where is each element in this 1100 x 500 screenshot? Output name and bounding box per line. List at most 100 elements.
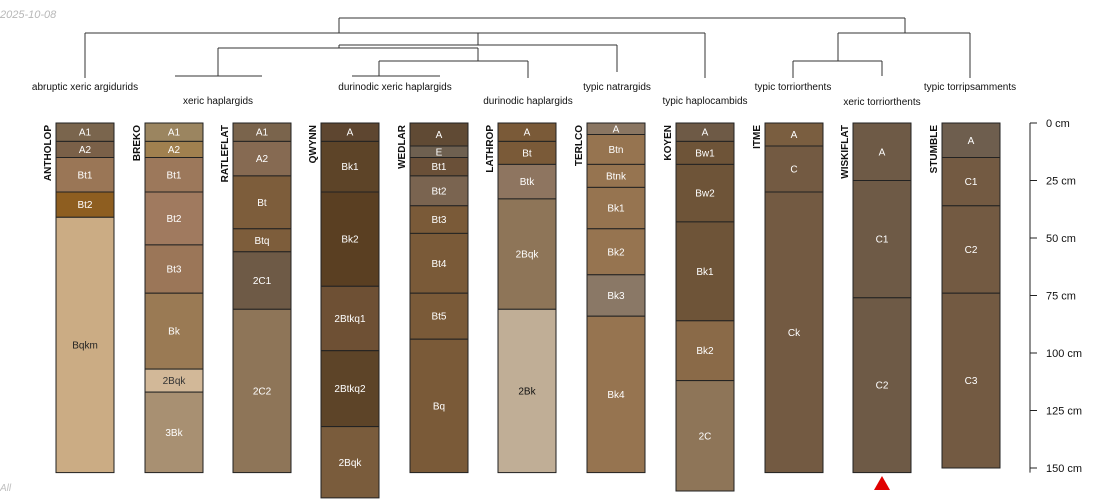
profile-name: STUMBLE [929, 125, 940, 174]
horizon-label: 2C2 [253, 386, 272, 397]
taxon-label: typic torriorthents [755, 82, 832, 93]
horizon-terlco-1 [586, 134, 646, 165]
horizon-wedlar-6 [409, 292, 469, 340]
horizon-wedlar-7 [409, 338, 469, 474]
depth-tick-label: 125 cm [1046, 406, 1082, 418]
horizon-qwynn-5 [320, 426, 380, 499]
triangle-marker [874, 476, 890, 490]
horizon-antholop-3 [55, 191, 115, 218]
horizon-label: Bt1 [431, 162, 446, 173]
horizon-koyen-5 [675, 380, 735, 492]
profile-stumble: A C1 C2 C3 STUMBLE [929, 122, 1001, 469]
horizon-label: Bt [522, 148, 532, 159]
horizon-label: A2 [79, 145, 92, 156]
horizon-label: E [436, 147, 443, 158]
horizon-label: C2 [876, 381, 889, 392]
horizon-wedlar-4 [409, 205, 469, 234]
horizon-wiskiflat-0 [852, 122, 912, 181]
horizon-label: A1 [168, 128, 181, 139]
horizon-terlco-5 [586, 274, 646, 317]
horizon-itme-1 [764, 145, 824, 193]
horizon-stumble-0 [941, 122, 1001, 158]
profile-wiskiflat: A C1 C2 WISKIFLAT [840, 122, 912, 474]
horizon-label: Bt1 [166, 170, 181, 181]
profile-name: KOYEN [663, 125, 674, 161]
horizon-label: 2Bqk [516, 250, 540, 261]
horizon-ratleflat-5 [232, 308, 292, 474]
horizon-terlco-6 [586, 315, 646, 474]
profile-name: WISKIFLAT [840, 125, 851, 179]
horizon-label: C3 [965, 376, 978, 387]
horizon-ratleflat-1 [232, 140, 292, 177]
profile-ratleflat: A1 A2 Bt Btq 2C1 2C2 RATLEFLAT [220, 122, 292, 474]
taxon-label: durinodic xeric haplargids [338, 82, 451, 93]
profile-name: LATHROP [485, 125, 496, 173]
profile-koyen: A Bw1 Bw2 Bk1 Bk2 2C KOYEN [663, 122, 735, 492]
horizon-antholop-4 [55, 216, 115, 474]
taxon-label: typic haplocambids [662, 96, 747, 107]
horizon-stumble-3 [941, 292, 1001, 469]
depth-axis: 0 cm 25 cm 50 cm 75 cm 100 cm 125 cm 150 cm [1029, 118, 1082, 475]
horizon-lathrop-3 [497, 198, 557, 310]
taxa-labels: abruptic xeric argidurids xeric haplargid… [32, 82, 1016, 108]
profile-name: QWYNN [308, 125, 319, 163]
depth-tick-label: 0 cm [1046, 118, 1070, 130]
horizon-label: C1 [965, 177, 978, 188]
profile-name: TERLCO [574, 125, 585, 166]
horizon-label: A2 [168, 145, 181, 156]
horizon-label: Bqkm [72, 340, 98, 351]
horizon-label: Btnk [606, 171, 627, 182]
horizon-label: A [968, 136, 975, 147]
horizon-label: A2 [256, 154, 269, 165]
horizon-label: A [613, 124, 620, 135]
profile-antholop: A1 A2 Bt1 Bt2 Bqkm ANTHOLOP [43, 122, 115, 474]
horizon-label: Btn [608, 145, 623, 156]
horizon-breko-3 [144, 191, 204, 246]
depth-tick-label: 150 cm [1046, 463, 1082, 475]
horizon-ratleflat-2 [232, 175, 292, 230]
horizon-label: A [879, 147, 886, 158]
horizon-wedlar-3 [409, 175, 469, 207]
horizon-wedlar-5 [409, 232, 469, 294]
horizon-label: A [347, 128, 354, 139]
marker-layer [874, 476, 890, 490]
horizon-label: Bw1 [695, 148, 715, 159]
horizon-label: Bk2 [341, 235, 359, 246]
horizon-label: Bk1 [341, 162, 359, 173]
horizon-breko-7 [144, 391, 204, 474]
horizon-label: 2Btkq1 [334, 314, 366, 325]
taxon-label: xeric torriorthents [843, 97, 920, 108]
taxon-label: typic natrargids [583, 82, 651, 93]
horizon-antholop-2 [55, 157, 115, 193]
horizon-itme-2 [764, 191, 824, 474]
horizon-label: Bk [168, 327, 181, 338]
profile-wedlar: AE Bt1 Bt2 Bt3 Bt4 Bt5 Bq WEDLAR [397, 122, 469, 474]
horizon-label: Bt2 [166, 214, 181, 225]
horizon-qwynn-4 [320, 350, 380, 428]
depth-tick-label: 50 cm [1046, 233, 1076, 245]
horizon-breko-2 [144, 157, 204, 193]
horizon-breko-5 [144, 292, 204, 370]
horizon-label: Bt [257, 198, 267, 209]
horizon-label: Btk [520, 177, 535, 188]
horizon-label: A1 [256, 128, 269, 139]
horizon-label: Bt2 [431, 186, 446, 197]
depth-tick-label: 100 cm [1046, 348, 1082, 360]
horizon-label: Bk2 [696, 346, 714, 357]
horizon-label: Bt3 [431, 215, 446, 226]
horizon-wiskiflat-1 [852, 180, 912, 299]
taxon-label: typic torripsamments [924, 82, 1016, 93]
horizon-label: Bk1 [607, 204, 625, 215]
horizon-label: A [524, 128, 531, 139]
taxon-label: xeric haplargids [183, 96, 253, 107]
profile-name: BREKO [132, 125, 143, 161]
horizon-label: C2 [965, 245, 978, 256]
horizon-label: Bk4 [607, 390, 625, 401]
horizon-label: Bw2 [695, 189, 715, 200]
horizon-lathrop-2 [497, 163, 557, 200]
horizon-wiskiflat-2 [852, 297, 912, 474]
profile-name: RATLEFLAT [220, 125, 231, 182]
profile-name: WEDLAR [397, 124, 408, 169]
